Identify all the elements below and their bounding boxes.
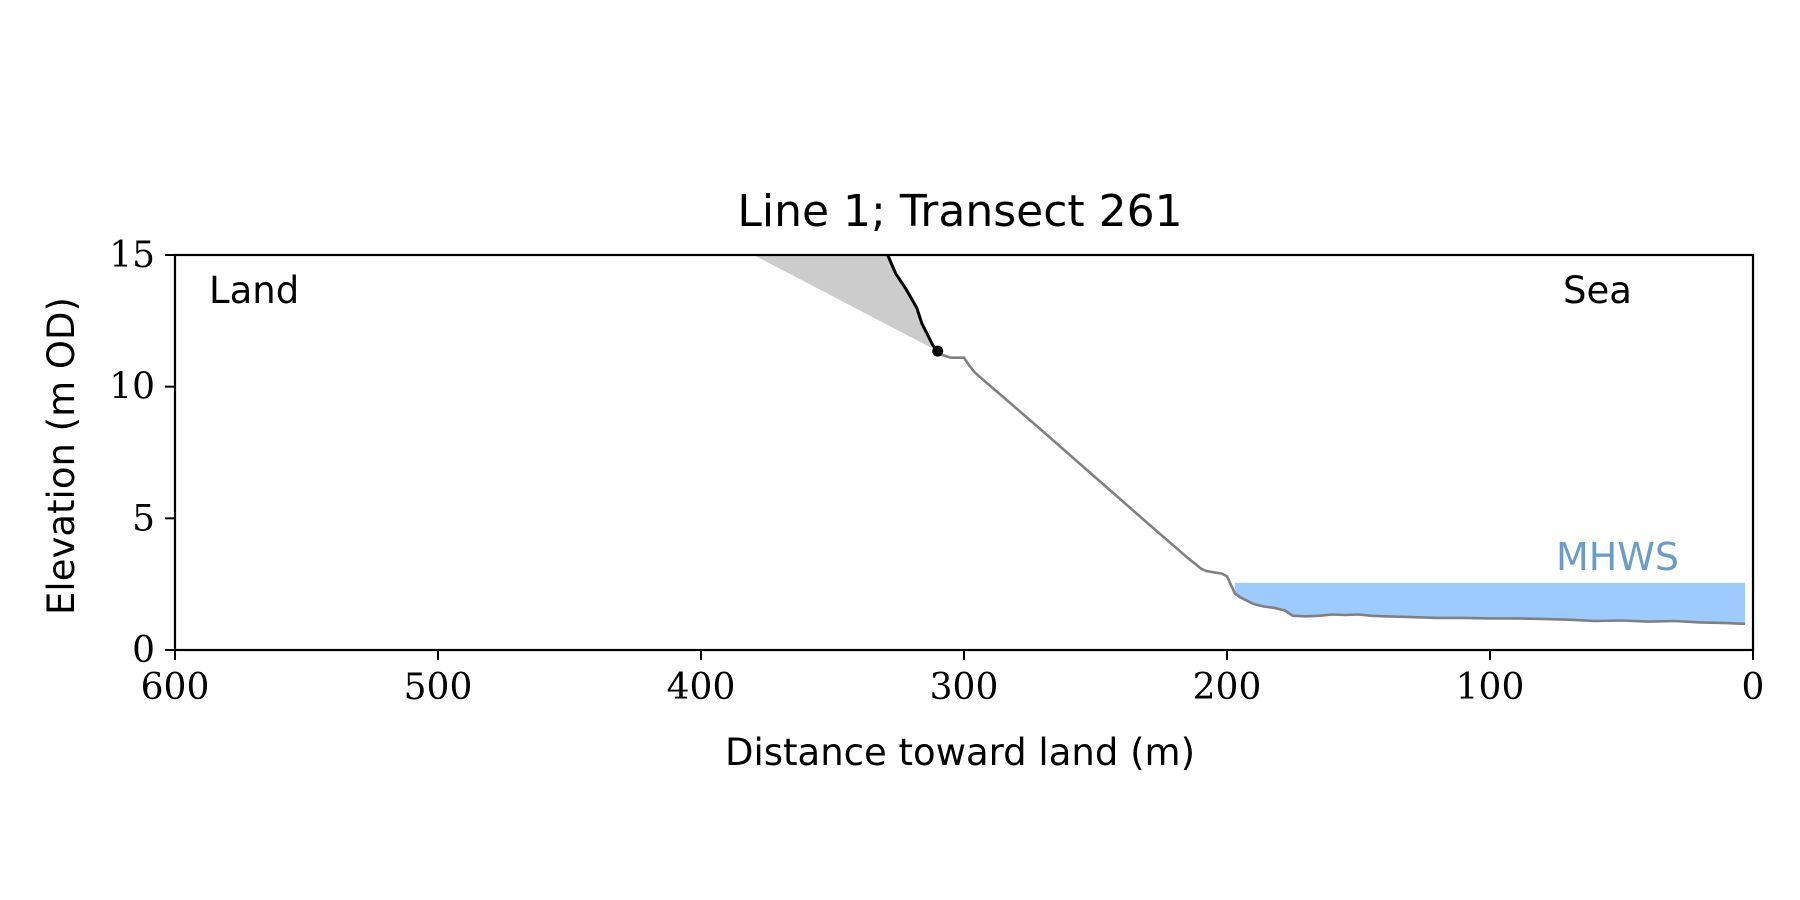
x-tick-label: 500 — [404, 667, 473, 708]
x-tick-label: 400 — [667, 667, 736, 708]
chart-title: Line 1; Transect 261 — [737, 186, 1182, 237]
cliff-line — [886, 254, 939, 353]
y-tick-label: 10 — [109, 367, 155, 408]
land-label: Land — [209, 269, 299, 312]
y-tick-label: 0 — [132, 630, 155, 671]
y-tick-label: 15 — [109, 235, 155, 276]
x-tick-label: 600 — [141, 667, 210, 708]
axis-layer: 600 500 400 300 200 100 0 0 5 10 15 — [109, 235, 1764, 708]
x-axis-label: Distance toward land (m) — [725, 731, 1195, 774]
y-tick-label: 5 — [132, 498, 155, 539]
x-tick-label: 300 — [930, 667, 999, 708]
plot-layer — [753, 254, 1746, 625]
mhws-label: MHWS — [1556, 535, 1679, 579]
x-tick-label: 0 — [1742, 667, 1765, 708]
x-tick-label: 200 — [1193, 667, 1262, 708]
sea-label: Sea — [1563, 269, 1632, 312]
x-tick-label: 100 — [1456, 667, 1525, 708]
y-axis-label: Elevation (m OD) — [40, 297, 83, 615]
cliff-toe-marker — [932, 345, 944, 357]
mhws-water-fill — [1234, 582, 1746, 624]
profile-line — [937, 351, 1746, 625]
erosion-wedge — [753, 255, 938, 352]
